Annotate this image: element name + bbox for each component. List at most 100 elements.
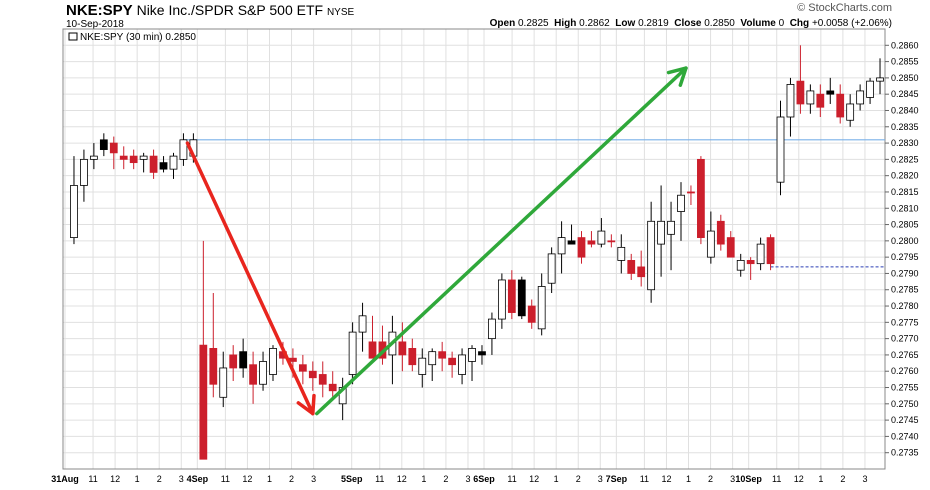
candle — [448, 351, 457, 378]
candle-body — [239, 351, 248, 369]
candle-body — [219, 367, 228, 398]
candle — [547, 247, 556, 293]
candle-body — [139, 155, 148, 160]
candle-body — [597, 230, 606, 245]
candle — [617, 234, 626, 274]
candle — [607, 234, 616, 248]
trend-arrows — [185, 66, 688, 416]
candle — [716, 214, 725, 251]
candle-body — [786, 84, 795, 118]
candle — [776, 100, 785, 196]
candle — [259, 351, 267, 391]
candle-body — [836, 93, 845, 118]
candle — [249, 351, 257, 404]
x-tick-label: 3 — [730, 474, 735, 484]
candle — [348, 322, 357, 385]
candle — [159, 156, 168, 173]
x-tick-label: 11 — [640, 474, 649, 484]
candle-body — [806, 90, 815, 105]
candle-body — [368, 341, 377, 359]
x-tick-label: 3 — [598, 474, 603, 484]
candle — [89, 143, 98, 170]
candle — [567, 224, 576, 245]
candle-body — [876, 77, 884, 82]
y-tick-label: 0.2800 — [891, 236, 919, 246]
candle — [478, 345, 486, 365]
candle — [438, 341, 447, 372]
x-tick-label: 11 — [375, 474, 384, 484]
x-tick-label: 11 — [221, 474, 230, 484]
candle-body — [209, 348, 218, 385]
candle — [219, 351, 228, 408]
candle — [139, 152, 148, 173]
candle — [418, 348, 427, 388]
x-tick-label: 12 — [794, 474, 804, 484]
x-tick-label: 12 — [397, 474, 407, 484]
candle — [687, 185, 695, 205]
x-tick-label: 3 — [179, 474, 184, 484]
candle — [667, 201, 675, 271]
candle — [836, 84, 845, 124]
candle-body — [577, 237, 586, 258]
candle — [169, 152, 178, 179]
candle-body — [547, 253, 556, 284]
candle-body — [428, 351, 437, 366]
candle-body — [856, 90, 865, 105]
x-tick-label: 1 — [135, 474, 140, 484]
y-tick-label: 0.2765 — [891, 350, 919, 360]
y-tick-label: 0.2820 — [891, 171, 919, 181]
candle — [507, 270, 516, 320]
candle-body — [308, 370, 317, 379]
candle — [398, 322, 407, 372]
y-tick-label: 0.2745 — [891, 415, 919, 425]
candle — [179, 133, 188, 166]
y-tick-label: 0.2835 — [891, 122, 919, 132]
low-label: Low — [615, 18, 636, 29]
y-tick-label: 0.2780 — [891, 301, 919, 311]
candle-body — [249, 364, 257, 385]
green-arrow-head — [666, 66, 688, 87]
candle — [318, 361, 327, 398]
x-tick-label: 1 — [421, 474, 426, 484]
candle — [229, 345, 238, 381]
open-label: Open — [489, 18, 516, 29]
y-tick-label: 0.2810 — [891, 203, 919, 213]
candle-body — [766, 237, 775, 265]
open-value: 0.2825 — [517, 18, 549, 29]
candle — [846, 94, 855, 127]
close-value: 0.2850 — [704, 18, 735, 29]
candle-body — [647, 220, 656, 291]
candle-body — [478, 351, 486, 356]
x-tick-label: 3 — [465, 474, 470, 484]
x-tick-label: 10Sep — [735, 474, 762, 484]
candle — [736, 253, 745, 277]
candle-body — [159, 162, 168, 170]
x-tick-label: 31Aug — [51, 474, 79, 484]
y-tick-label: 0.2860 — [891, 40, 919, 50]
candle-body — [169, 155, 178, 170]
y-tick-label: 0.2855 — [891, 57, 919, 67]
candle-body — [398, 341, 407, 356]
x-tick-label: 4Sep — [187, 474, 209, 484]
candle-body — [109, 142, 118, 154]
y-tick-label: 0.2825 — [891, 154, 919, 164]
x-tick-label: 6Sep — [473, 474, 495, 484]
candle — [199, 240, 208, 460]
x-tick-label: 5Sep — [341, 474, 363, 484]
candle-body — [846, 103, 855, 121]
candle — [746, 257, 755, 280]
y-tick-label: 0.2790 — [891, 268, 919, 278]
y-tick-label: 0.2735 — [891, 448, 919, 458]
candle-body — [438, 351, 447, 359]
candle-body — [667, 220, 675, 235]
candle-body — [259, 361, 267, 385]
y-tick-label: 0.2805 — [891, 220, 919, 230]
x-tick-label: 2 — [443, 474, 448, 484]
candle — [637, 250, 646, 287]
x-tick-label: 12 — [529, 474, 539, 484]
x-tick-label: 2 — [576, 474, 581, 484]
candle-body — [726, 237, 735, 258]
candle — [99, 133, 108, 157]
brand-logo[interactable]: © StockCharts.com — [797, 2, 892, 14]
